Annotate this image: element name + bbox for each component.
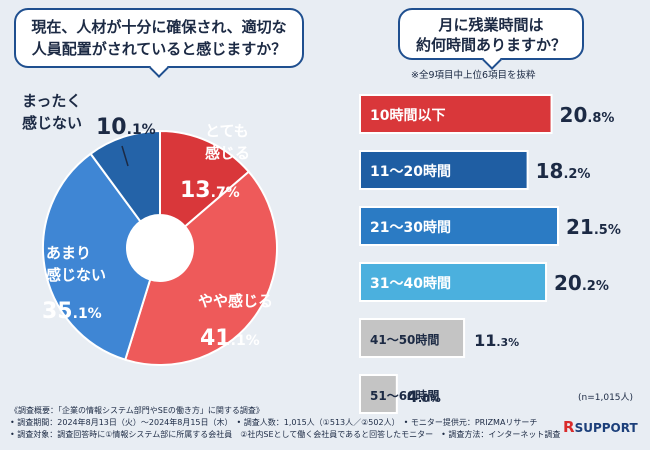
bar (359, 206, 559, 246)
logo-text: SUPPORT (574, 421, 638, 435)
right-question-line1: 月に残業時間は (438, 16, 544, 34)
bar (359, 318, 466, 358)
rsupport-logo: RSUPPORT (563, 418, 638, 436)
right-question-bubble: 月に残業時間は 約何時間ありますか？ (398, 8, 584, 60)
bar-chart: 10時間以下 20.8%11〜20時間 18.2%21〜30時間 21.5%31〜40… (359, 94, 621, 414)
slice-value-dec: .1% (73, 306, 102, 322)
bar-category-label: 11〜20時間 (370, 163, 451, 180)
donut-slice (159, 129, 251, 228)
bar-category-label: 21〜30時間 (370, 219, 451, 236)
sample-size-label: (n=1,015人) (578, 393, 634, 403)
bar (359, 94, 553, 134)
donut-hole (127, 215, 193, 281)
slice-label-line2: 感じる (205, 144, 250, 162)
slice-value-dec: .1% (231, 333, 260, 349)
left-question-line2: 人員配置がされていると感じますか？ (31, 40, 287, 58)
bar-value: 18.2% (536, 159, 591, 183)
logo-mark: R (563, 418, 575, 436)
slice-value: 10.1% (96, 115, 156, 140)
bar-value-dec: .0% (418, 392, 441, 405)
bar (359, 374, 398, 414)
donut-chart: とても感じる13.7%やや感じる41.1%あまり感じない35.1%まったく感じな… (22, 92, 278, 366)
slice-value-int: 35 (42, 299, 73, 324)
bar-value-dec: .8% (587, 111, 614, 126)
slice-label-line1: とても (205, 122, 249, 140)
bar-value: 20.8% (560, 103, 615, 127)
callout-line (121, 145, 129, 167)
slice-label-line2: 感じない (46, 266, 106, 284)
bar-value-dec: .2% (563, 167, 590, 182)
slice-label-line1: まったく (22, 92, 81, 110)
bar-value: 4.0% (407, 387, 441, 406)
slice-label-line1: あまり (46, 244, 91, 262)
slice-value-int: 10 (96, 115, 127, 140)
right-question-line2: 約何時間ありますか？ (415, 36, 566, 54)
bar-value-dec: .5% (594, 223, 621, 238)
bar-value-int: 11 (474, 331, 496, 350)
slice-label-line2: 感じない (22, 114, 82, 132)
footer-line-1: 《調査概要：「企業の情報システム部門やSEの働き方」に関する調査》 (10, 406, 264, 415)
left-question-line1: 現在、人材が十分に確保され、適切な (31, 18, 287, 36)
bar-value-int: 20 (554, 271, 582, 295)
bar-value-int: 4 (407, 387, 418, 406)
footer-line-3: • 調査対象：調査回答時に①情報システム部に所属する会社員 ②社内SEとして働く… (10, 430, 561, 439)
slice-value-dec: .1% (127, 122, 156, 138)
bar-category-label: 51〜60時間 (370, 388, 439, 403)
bar-chart-note: ※全9項目中上位6項目を抜粋 (411, 70, 536, 81)
bar-category-label: 31〜40時間 (370, 275, 451, 292)
bar-value-int: 21 (566, 215, 594, 239)
footer-line-2: • 調査期間：2024年8月13日（火）〜2024年8月15日（木） • 調査人… (10, 418, 538, 427)
bar-category-label: 10時間以下 (370, 107, 445, 124)
bar-value-dec: .3% (496, 336, 519, 349)
slice-value-int: 41 (200, 326, 231, 351)
slice-label-line1: やや感じる (198, 292, 273, 310)
bar-value-dec: .2% (582, 279, 609, 294)
slice-value: 41.1% (200, 326, 260, 351)
left-question-bubble: 現在、人材が十分に確保され、適切な 人員配置がされていると感じますか？ (14, 8, 304, 68)
bar-value: 11.3% (474, 331, 519, 350)
bar-value-int: 18 (536, 159, 564, 183)
bar-value: 21.5% (566, 215, 621, 239)
slice-value-dec: .7% (211, 185, 240, 201)
bar (359, 262, 548, 302)
slice-value: 35.1% (42, 299, 102, 324)
slice-value: 13.7% (180, 178, 240, 203)
bar-value: 20.2% (554, 271, 609, 295)
slice-value-int: 13 (180, 178, 211, 203)
bar-value-int: 20 (560, 103, 588, 127)
bar (359, 150, 529, 190)
bar-category-label: 41〜50時間 (370, 332, 439, 347)
